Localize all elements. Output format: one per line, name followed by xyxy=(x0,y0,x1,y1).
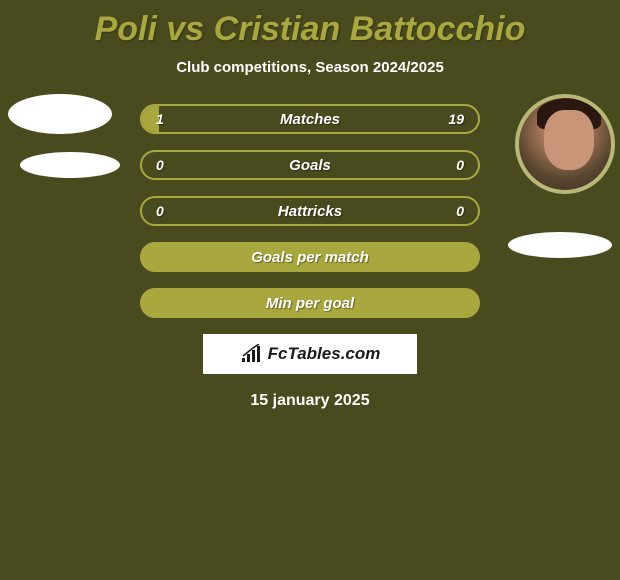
player-right-team-placeholder xyxy=(508,232,612,258)
stat-label: Goals xyxy=(289,157,331,174)
main-container: Poli vs Cristian Battocchio Club competi… xyxy=(0,0,620,410)
stat-left-value: 1 xyxy=(156,111,164,127)
stat-left-value: 0 xyxy=(156,203,164,219)
stat-row-goals: 0 Goals 0 xyxy=(140,150,480,180)
player-right-avatar xyxy=(515,94,615,194)
stat-label: Min per goal xyxy=(266,295,354,312)
stat-row-min-per-goal: Min per goal xyxy=(140,288,480,318)
stat-right-value: 0 xyxy=(456,203,464,219)
avatar-face xyxy=(544,110,594,170)
player-left-team-placeholder xyxy=(20,152,120,178)
stat-row-goals-per-match: Goals per match xyxy=(140,242,480,272)
stat-rows: 1 Matches 19 0 Goals 0 0 Hattricks 0 Goa… xyxy=(140,104,480,318)
stats-area: 1 Matches 19 0 Goals 0 0 Hattricks 0 Goa… xyxy=(0,104,620,410)
chart-icon xyxy=(240,344,264,364)
logo-box: FcTables.com xyxy=(203,334,417,374)
stat-left-value: 0 xyxy=(156,157,164,173)
date-label: 15 january 2025 xyxy=(0,392,620,410)
player-left-avatar-placeholder xyxy=(8,94,112,134)
stat-label: Matches xyxy=(280,111,340,128)
stat-label: Goals per match xyxy=(251,249,369,266)
subtitle: Club competitions, Season 2024/2025 xyxy=(0,59,620,76)
stat-right-value: 19 xyxy=(448,111,464,127)
stat-row-matches: 1 Matches 19 xyxy=(140,104,480,134)
stat-right-value: 0 xyxy=(456,157,464,173)
stat-label: Hattricks xyxy=(278,203,342,220)
stat-row-hattricks: 0 Hattricks 0 xyxy=(140,196,480,226)
logo-text: FcTables.com xyxy=(268,344,381,364)
page-title: Poli vs Cristian Battocchio xyxy=(0,10,620,49)
